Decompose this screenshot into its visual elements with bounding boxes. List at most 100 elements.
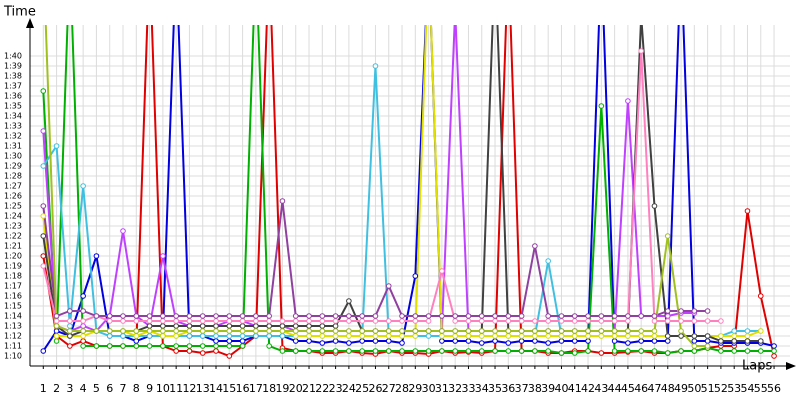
data-point xyxy=(120,343,126,349)
data-point xyxy=(771,343,777,349)
data-point xyxy=(226,343,233,349)
x-tick-label: 43 xyxy=(594,382,608,395)
x-tick-label: 18 xyxy=(262,382,276,395)
data-point xyxy=(106,343,113,349)
x-tick-label: 34 xyxy=(475,382,489,395)
data-point xyxy=(585,313,591,319)
data-point xyxy=(67,323,73,329)
data-point xyxy=(625,348,631,354)
data-point xyxy=(253,323,259,329)
data-point xyxy=(585,328,591,334)
data-point xyxy=(718,338,724,344)
data-point xyxy=(199,313,206,319)
data-point xyxy=(160,328,166,334)
data-point xyxy=(651,318,658,324)
x-tick-label: 42 xyxy=(581,382,595,395)
data-point xyxy=(226,338,233,344)
data-point xyxy=(744,333,751,339)
data-point xyxy=(598,318,605,324)
data-point xyxy=(545,340,551,346)
data-point xyxy=(106,313,113,319)
y-tick-label: 1:39 xyxy=(4,62,22,71)
data-point xyxy=(704,308,711,314)
data-point xyxy=(332,323,339,329)
data-point xyxy=(346,318,352,324)
data-point xyxy=(199,343,206,349)
data-point xyxy=(678,333,684,339)
y-tick-label: 1:14 xyxy=(4,312,22,321)
x-tick-label: 5 xyxy=(93,382,100,395)
data-point xyxy=(213,313,219,319)
y-tick-label: 1:16 xyxy=(4,292,22,301)
data-point xyxy=(385,338,392,344)
data-point xyxy=(133,333,140,339)
data-point xyxy=(478,328,485,334)
y-tick-label: 1:10 xyxy=(4,352,22,361)
x-tick-label: 22 xyxy=(315,382,329,395)
data-point xyxy=(359,318,365,324)
data-point xyxy=(439,328,445,334)
data-point xyxy=(372,318,379,324)
x-tick-label: 36 xyxy=(501,382,515,395)
data-point xyxy=(146,328,153,334)
data-point xyxy=(266,323,272,329)
data-point xyxy=(253,328,259,334)
data-point xyxy=(505,328,512,334)
data-point xyxy=(664,350,671,356)
y-tick-label: 1:22 xyxy=(4,232,22,241)
data-point xyxy=(40,203,47,209)
data-point xyxy=(478,333,485,339)
x-tick-label: 10 xyxy=(156,382,170,395)
data-point xyxy=(478,340,485,346)
data-point xyxy=(439,268,445,274)
data-point xyxy=(173,318,179,324)
x-tick-label: 33 xyxy=(461,382,475,395)
y-tick-label: 1:18 xyxy=(4,272,22,281)
y-tick-label: 1:32 xyxy=(4,132,22,141)
y-tick-label: 1:17 xyxy=(4,282,22,291)
x-tick-label: 13 xyxy=(196,382,210,395)
data-point xyxy=(465,318,472,324)
data-point xyxy=(133,328,140,334)
data-point xyxy=(545,258,551,264)
data-point xyxy=(160,343,166,349)
data-point xyxy=(80,183,86,189)
data-point xyxy=(372,63,379,69)
x-tick-label: 16 xyxy=(236,382,250,395)
x-tick-label: 20 xyxy=(289,382,303,395)
data-point xyxy=(558,350,565,356)
data-point xyxy=(213,323,219,329)
y-tick-label: 1:11 xyxy=(4,342,22,351)
data-point xyxy=(133,343,140,349)
data-point xyxy=(598,103,605,109)
data-point xyxy=(67,333,73,339)
data-point xyxy=(425,333,432,339)
data-point xyxy=(133,313,140,319)
x-tick-label: 49 xyxy=(674,382,688,395)
x-tick-label: 55 xyxy=(754,382,768,395)
data-point xyxy=(532,328,538,334)
y-tick-label: 1:31 xyxy=(4,142,22,151)
y-tick-label: 1:23 xyxy=(4,222,22,231)
data-point xyxy=(532,333,538,339)
data-point xyxy=(346,298,352,304)
data-point xyxy=(319,333,326,339)
data-point xyxy=(173,323,179,329)
data-point xyxy=(199,318,206,324)
data-point xyxy=(558,313,565,319)
data-point xyxy=(492,328,498,334)
data-point xyxy=(239,323,246,329)
data-point xyxy=(651,203,658,209)
data-point xyxy=(67,343,73,349)
data-point xyxy=(306,323,312,329)
data-point xyxy=(425,313,432,319)
data-point xyxy=(67,308,73,314)
data-point xyxy=(226,318,233,324)
data-point xyxy=(266,313,272,319)
data-point xyxy=(651,333,658,339)
plot-area xyxy=(40,25,777,359)
tick-labels: 1:101:111:121:131:141:151:161:171:181:19… xyxy=(4,52,781,396)
data-point xyxy=(372,338,379,344)
data-point xyxy=(678,328,684,334)
